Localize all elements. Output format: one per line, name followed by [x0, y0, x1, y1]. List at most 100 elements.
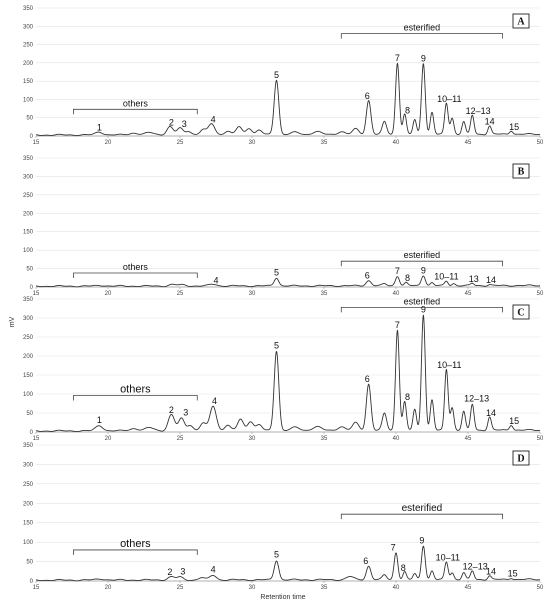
x-tick-label: 35 — [321, 140, 328, 146]
chromatogram-trace — [35, 314, 541, 433]
x-tick-label: 50 — [537, 291, 544, 297]
peak-label: 15 — [509, 122, 519, 132]
x-tick-label: 30 — [249, 585, 256, 591]
peak-label: 7 — [395, 320, 400, 330]
peak-label: 5 — [274, 340, 279, 350]
peak-label: 5 — [274, 70, 279, 80]
panel-letter-box — [512, 13, 530, 29]
peak-label: 14 — [486, 275, 496, 285]
group-label: others — [123, 98, 149, 108]
x-tick-label: 50 — [537, 585, 544, 591]
y-tick-label: 250 — [23, 335, 34, 341]
peak-label: 9 — [421, 305, 426, 315]
y-tick-label: 200 — [23, 501, 34, 507]
peak-label: 6 — [365, 91, 370, 101]
group-bracket — [73, 272, 198, 278]
x-tick-label: 35 — [321, 291, 328, 297]
group-label: others — [123, 262, 149, 272]
peak-label: 12–13 — [466, 106, 491, 116]
peak-label: 4 — [211, 114, 216, 124]
y-tick-label: 250 — [23, 43, 34, 49]
group-bracket — [340, 513, 503, 520]
y-tick-label: 350 — [23, 6, 34, 12]
peak-label: 14 — [486, 408, 496, 418]
peak-label: 3 — [180, 566, 185, 576]
group-label: others — [120, 384, 151, 396]
y-tick-label: 50 — [26, 267, 33, 273]
x-tick-label: 50 — [537, 140, 544, 146]
y-tick-label: 150 — [23, 230, 34, 236]
y-tick-label: 50 — [26, 560, 33, 566]
y-tick-label: 150 — [23, 79, 34, 85]
x-tick-label: 40 — [393, 140, 400, 146]
x-tick-label: 20 — [105, 291, 112, 297]
y-tick-label: 100 — [23, 97, 34, 103]
peak-label: 5 — [274, 550, 279, 560]
y-tick-label: 0 — [30, 579, 34, 585]
y-tick-label: 100 — [23, 248, 34, 254]
peak-label: 7 — [395, 266, 400, 276]
peak-label: 15 — [508, 568, 518, 578]
group-bracket — [340, 260, 503, 267]
y-tick-label: 150 — [23, 373, 34, 379]
x-tick-label: 20 — [105, 585, 112, 591]
x-tick-label: 35 — [321, 585, 328, 591]
x-tick-label: 20 — [105, 436, 112, 442]
y-tick-label: 350 — [23, 156, 34, 162]
peak-label: 10–11 — [434, 272, 458, 282]
x-tick-label: 30 — [249, 140, 256, 146]
y-tick-label: 100 — [23, 392, 34, 398]
x-axis-label: Retention time — [260, 594, 305, 601]
peak-label: 8 — [405, 392, 410, 402]
peak-label: 4 — [211, 564, 216, 574]
peak-label: 1 — [97, 415, 102, 425]
x-tick-label: 15 — [33, 585, 40, 591]
y-tick-label: 300 — [23, 462, 34, 468]
y-tick-label: 0 — [30, 285, 34, 291]
panel-letter: C — [517, 308, 524, 319]
peak-label: 3 — [183, 407, 188, 417]
group-bracket — [340, 33, 503, 39]
peak-label: 9 — [421, 265, 426, 275]
y-tick-label: 100 — [23, 540, 34, 546]
x-tick-label: 30 — [249, 291, 256, 297]
y-tick-label: 300 — [23, 24, 34, 30]
peak-label: 3 — [182, 119, 187, 129]
y-tick-label: 150 — [23, 521, 34, 527]
y-tick-label: 350 — [23, 443, 34, 449]
chromatogram-trace — [35, 275, 541, 288]
peak-label: 7 — [395, 53, 400, 63]
peak-label: 12–13 — [463, 561, 488, 571]
peak-label: 7 — [391, 542, 396, 552]
y-tick-label: 50 — [26, 116, 33, 122]
group-label: esterified — [404, 250, 441, 260]
panel-letter-box — [512, 304, 530, 320]
peak-label: 2 — [169, 405, 174, 415]
panel-letter: D — [517, 454, 524, 465]
peak-label: 9 — [419, 536, 424, 546]
y-tick-label: 300 — [23, 174, 34, 180]
x-tick-label: 35 — [321, 436, 328, 442]
peak-label: 2 — [167, 567, 172, 577]
y-tick-label: 0 — [30, 134, 34, 140]
peak-label: 2 — [169, 117, 174, 127]
peak-label: 8 — [405, 105, 410, 115]
y-tick-label: 200 — [23, 211, 34, 217]
panel-letter-box — [512, 163, 530, 179]
x-tick-label: 20 — [105, 140, 112, 146]
peak-label: 14 — [485, 117, 495, 127]
group-bracket — [340, 306, 503, 313]
x-tick-label: 40 — [393, 436, 400, 442]
peak-label: 9 — [421, 53, 426, 63]
peak-label: 4 — [213, 275, 218, 285]
x-tick-label: 15 — [33, 140, 40, 146]
x-tick-label: 45 — [465, 140, 472, 146]
panel-letter: A — [517, 17, 525, 28]
peak-label: 6 — [365, 271, 370, 281]
group-bracket — [73, 395, 198, 401]
peak-label: 6 — [363, 556, 368, 566]
